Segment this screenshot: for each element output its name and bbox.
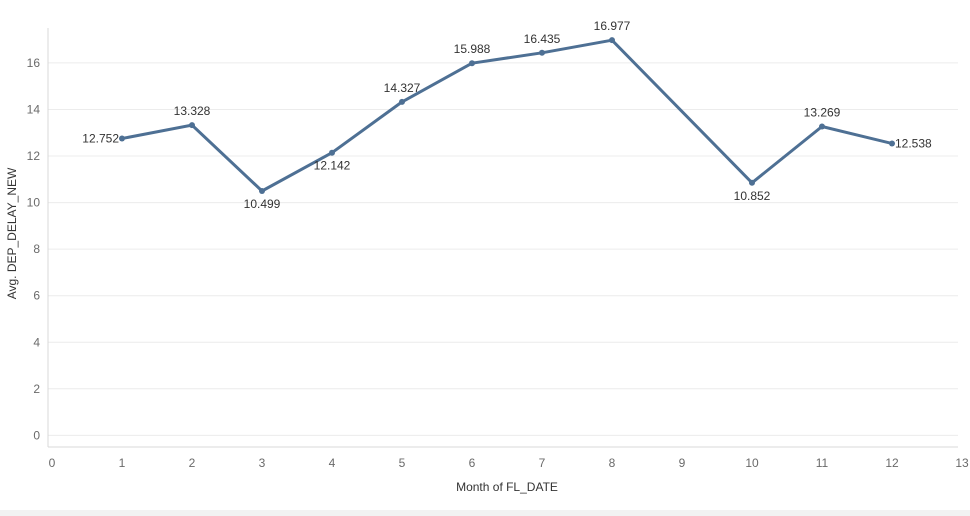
x-tick-label: 8 (609, 456, 616, 470)
x-tick-label: 12 (885, 456, 899, 470)
data-point[interactable] (889, 140, 895, 147)
y-tick-label: 4 (33, 335, 40, 349)
data-label: 14.327 (384, 81, 421, 95)
grid-layer (48, 62, 958, 436)
data-point[interactable] (259, 187, 265, 194)
x-tick-label: 1 (119, 456, 126, 470)
data-label: 12.142 (314, 159, 351, 173)
y-tick-label: 16 (27, 56, 41, 70)
data-point[interactable] (539, 49, 545, 56)
y-tick-label: 0 (33, 428, 40, 442)
y-tick-label: 8 (33, 242, 40, 256)
data-point[interactable] (189, 122, 195, 129)
x-tick-label: 5 (399, 456, 406, 470)
data-label: 12.538 (895, 137, 932, 151)
bottom-scroll-strip (0, 510, 970, 516)
y-tick-label: 12 (27, 149, 41, 163)
x-tick-label: 0 (49, 456, 56, 470)
data-point[interactable] (609, 37, 615, 44)
x-tick-label: 13 (955, 456, 969, 470)
data-point[interactable] (469, 60, 475, 67)
data-label: 13.269 (804, 105, 841, 119)
data-label: 10.499 (244, 197, 281, 211)
x-tick-label: 9 (679, 456, 686, 470)
data-label: 15.988 (454, 42, 491, 56)
y-tick-label: 6 (33, 289, 40, 303)
data-label: 12.752 (82, 132, 119, 146)
y-tick-label: 10 (27, 196, 41, 210)
x-tick-label: 2 (189, 456, 196, 470)
x-tick-label: 6 (469, 456, 476, 470)
data-label: 16.435 (524, 32, 561, 46)
x-tick-label: 11 (816, 456, 829, 470)
data-point[interactable] (329, 149, 335, 156)
y-tick-label: 14 (27, 102, 41, 116)
data-point[interactable] (819, 123, 825, 130)
data-label-layer: 12.752 13.328 10.499 12.142 14.327 15.988 16.4… (82, 19, 932, 211)
y-tick-label: 2 (33, 382, 40, 396)
x-axis-title: Month of FL_DATE (456, 480, 558, 494)
y-axis-title: Avg. DEP_DELAY_NEW (5, 167, 19, 299)
series-layer (119, 37, 895, 194)
x-tick-label: 4 (329, 456, 336, 470)
x-tick-label: 3 (259, 456, 266, 470)
x-tick-label: 10 (745, 456, 759, 470)
data-label: 16.977 (594, 19, 631, 33)
data-label: 13.328 (174, 104, 211, 118)
data-point[interactable] (749, 179, 755, 186)
data-point[interactable] (119, 135, 125, 142)
data-point[interactable] (399, 98, 405, 105)
x-tick-label: 7 (539, 456, 546, 470)
data-label: 10.852 (734, 189, 771, 203)
